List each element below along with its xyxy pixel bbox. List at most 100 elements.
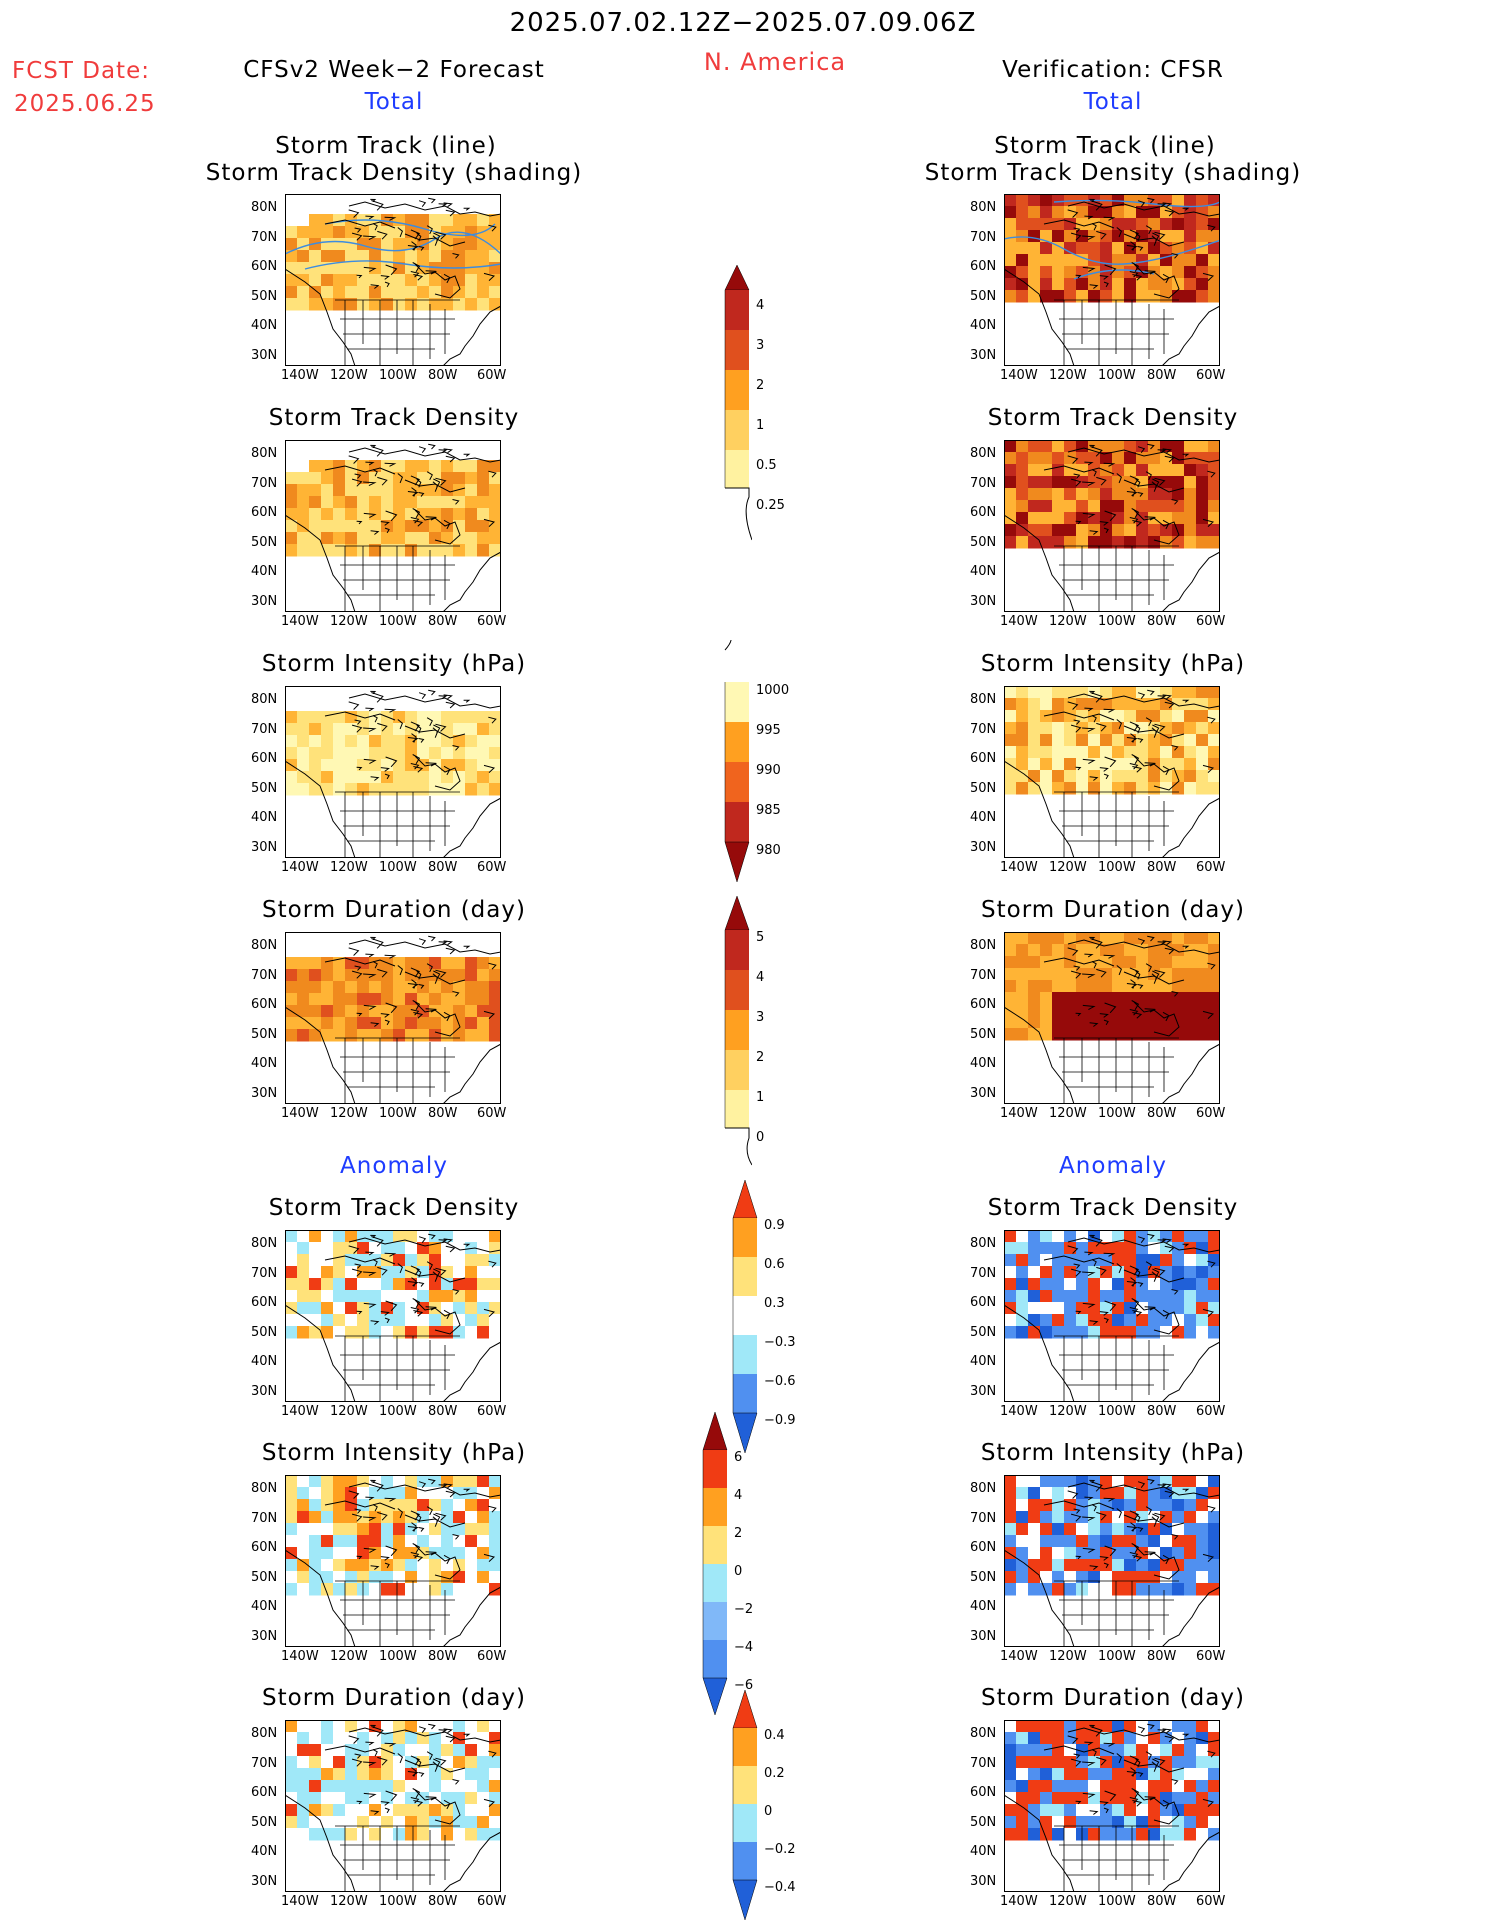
verification-column-title: Verification: CFSR [1002, 57, 1224, 83]
map-panel-1-right [1004, 194, 1220, 366]
lat-tick-label: 30N [251, 1628, 278, 1644]
lon-tick-label: 120W [330, 1404, 368, 1419]
colorbar-anom-density-label: −0.6 [764, 1374, 796, 1389]
lat-tick-label: 80N [251, 1481, 278, 1496]
lon-tick-label: 80W [1147, 860, 1177, 875]
lon-tick-label: 100W [379, 860, 417, 875]
lon-tick-label: 80W [428, 614, 458, 629]
lat-tick-label: 80N [970, 692, 997, 707]
lat-tick-label: 40N [970, 1056, 997, 1071]
lat-tick-label: 80N [970, 446, 997, 461]
map-panel-7-right [1004, 1720, 1220, 1892]
map-panel-5-left [285, 1230, 501, 1402]
lat-tick-label: 30N [251, 1873, 278, 1889]
lon-tick-label: 60W [1196, 368, 1226, 383]
lon-tick-label: 120W [1049, 1894, 1087, 1909]
p5-title-left: Storm Track Density [268, 1195, 520, 1221]
lat-tick-label: 40N [251, 1354, 278, 1369]
lon-tick-label: 140W [281, 1106, 319, 1121]
total-label-left: Total [364, 89, 424, 115]
map-panel-7-left [285, 1720, 501, 1892]
colorbar-anom-intensity-label: −4 [734, 1640, 754, 1655]
lon-tick-label: 60W [1196, 1404, 1226, 1419]
lon-tick-label: 100W [1098, 860, 1136, 875]
lon-tick-label: 80W [428, 1894, 458, 1909]
lat-tick-label: 60N [970, 1785, 997, 1800]
colorbar-density [724, 264, 752, 541]
lat-tick-label: 40N [970, 1844, 997, 1859]
lon-tick-label: 60W [1196, 1106, 1226, 1121]
lon-tick-label: 100W [1098, 1894, 1136, 1909]
lat-tick-label: 40N [251, 1056, 278, 1071]
colorbar-anom-intensity-label: −6 [734, 1678, 754, 1693]
lon-tick-label: 140W [281, 1894, 319, 1909]
lon-tick-label: 140W [1000, 368, 1038, 383]
colorbar-anom-duration-label: 0.2 [764, 1766, 785, 1781]
p2-title-right: Storm Track Density [987, 405, 1239, 431]
lat-tick-label: 50N [970, 534, 997, 550]
lon-tick-label: 60W [477, 860, 507, 875]
lon-tick-label: 60W [1196, 614, 1226, 629]
colorbar-density-label: 0.25 [756, 498, 785, 513]
map-panel-2-left [285, 440, 501, 612]
lon-tick-label: 60W [1196, 1894, 1226, 1909]
lon-tick-label: 140W [1000, 1106, 1038, 1121]
lon-tick-label: 120W [1049, 368, 1087, 383]
lat-tick-label: 70N [970, 721, 997, 737]
lat-tick-label: 60N [970, 1295, 997, 1310]
colorbar-duration-label: 2 [756, 1050, 765, 1065]
colorbar-anom-density-label: −0.3 [764, 1335, 796, 1350]
lon-tick-label: 60W [1196, 860, 1226, 875]
lat-tick-label: 50N [251, 534, 278, 550]
p5-title-right: Storm Track Density [987, 1195, 1239, 1221]
lon-tick-label: 80W [428, 368, 458, 383]
lon-tick-label: 60W [477, 1649, 507, 1664]
colorbar-intensity-label: 995 [756, 723, 781, 738]
lon-tick-label: 80W [428, 1649, 458, 1664]
lat-tick-label: 70N [251, 1755, 278, 1771]
lat-tick-label: 30N [970, 1628, 997, 1644]
lat-tick-label: 50N [970, 780, 997, 796]
p4-title-right: Storm Duration (day) [981, 897, 1245, 923]
map-panel-4-left [285, 932, 501, 1104]
lat-tick-label: 30N [970, 1085, 997, 1101]
lat-tick-label: 80N [970, 1726, 997, 1741]
lon-tick-label: 120W [330, 860, 368, 875]
lat-tick-label: 70N [251, 1510, 278, 1526]
lat-tick-label: 30N [970, 839, 997, 855]
lat-tick-label: 30N [970, 593, 997, 609]
map-panel-1-left [285, 194, 501, 366]
lat-tick-label: 50N [970, 1324, 997, 1340]
lat-tick-label: 60N [970, 259, 997, 274]
map-panel-3-left [285, 686, 501, 858]
colorbar-intensity-label: 1000 [756, 683, 790, 698]
lon-tick-label: 100W [1098, 1649, 1136, 1664]
lon-tick-label: 100W [1098, 614, 1136, 629]
p2-title-left: Storm Track Density [268, 405, 520, 431]
p7-title-right: Storm Duration (day) [981, 1685, 1245, 1711]
lat-tick-label: 60N [251, 1540, 278, 1555]
lon-tick-label: 140W [281, 1404, 319, 1419]
lon-tick-label: 60W [1196, 1649, 1226, 1664]
lat-tick-label: 70N [251, 475, 278, 491]
lon-tick-label: 120W [1049, 1106, 1087, 1121]
lat-tick-label: 70N [251, 967, 278, 983]
lon-tick-label: 80W [1147, 1894, 1177, 1909]
map-panel-5-right [1004, 1230, 1220, 1402]
lon-tick-label: 100W [379, 1894, 417, 1909]
lat-tick-label: 30N [970, 347, 997, 363]
lat-tick-label: 80N [970, 1481, 997, 1496]
lat-tick-label: 30N [251, 1085, 278, 1101]
lat-tick-label: 50N [251, 1324, 278, 1340]
p1-title-line1-right: Storm Track (line) [994, 133, 1216, 159]
lat-tick-label: 40N [251, 564, 278, 579]
lat-tick-label: 50N [251, 1814, 278, 1830]
lat-tick-label: 40N [251, 1599, 278, 1614]
colorbar-density-label: 4 [756, 298, 765, 313]
colorbar-anom-duration-label: −0.2 [764, 1842, 796, 1857]
colorbar-density-label: 0.5 [756, 458, 777, 473]
p7-title-left: Storm Duration (day) [262, 1685, 526, 1711]
colorbar-duration-label: 1 [756, 1090, 765, 1105]
anomaly-label-left: Anomaly [340, 1153, 448, 1179]
lat-tick-label: 60N [251, 751, 278, 766]
